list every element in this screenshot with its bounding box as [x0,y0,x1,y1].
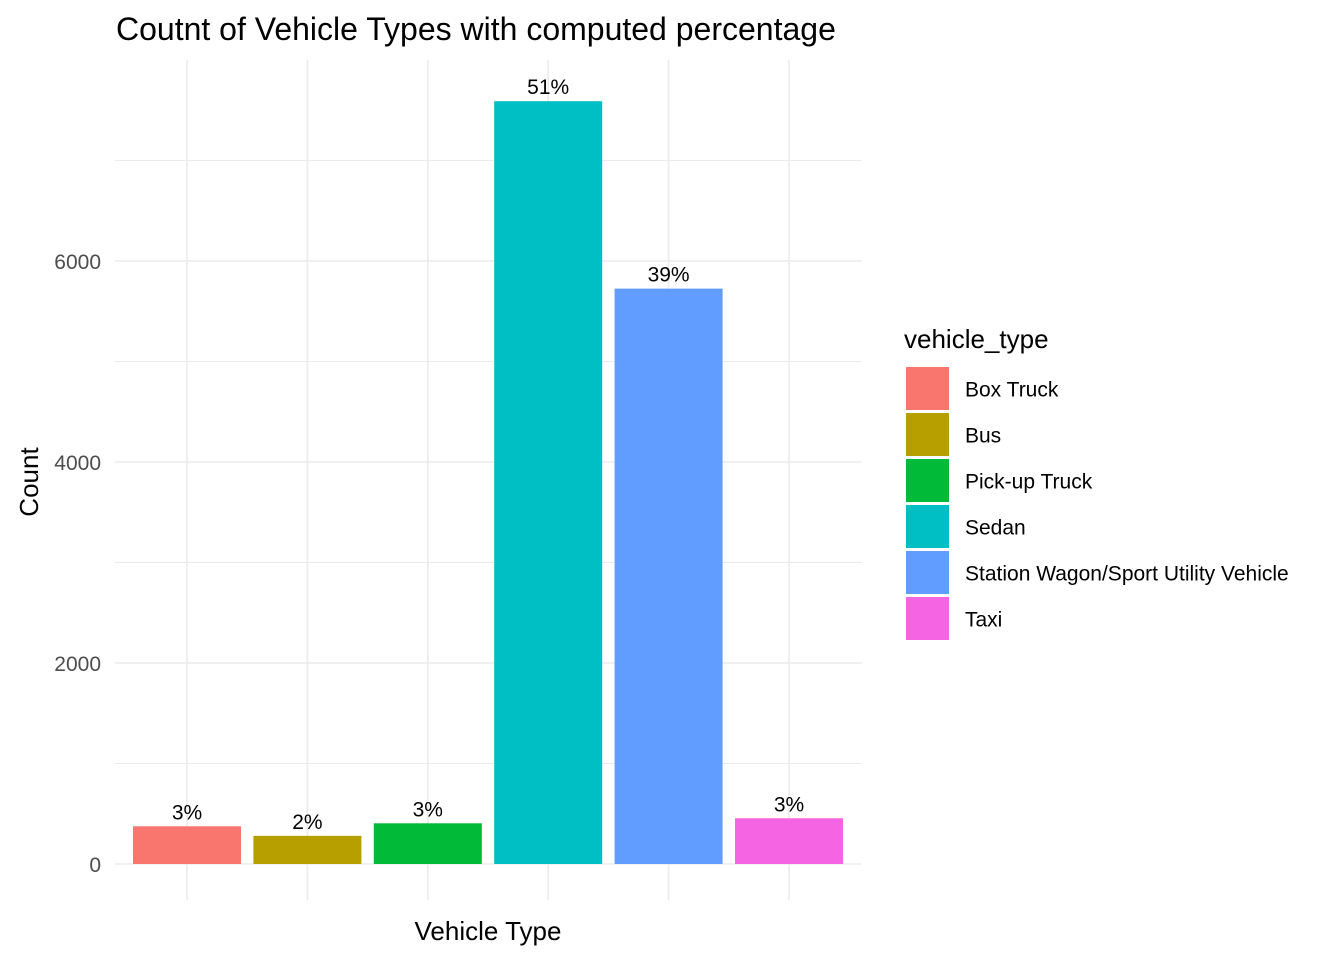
legend: vehicle_type Box Truck Bus Pick-up Truck Se… [904,324,1289,640]
bar-data-label: 3% [413,798,443,821]
bar-data-label: 51% [527,76,569,99]
legend-key [906,367,949,410]
legend-key [906,413,949,456]
legend-title: vehicle_type [904,324,1049,354]
y-axis-title: Count [14,447,44,517]
legend-label: Box Truck [965,379,1059,402]
bar-data-label: 3% [774,793,804,816]
legend-key [906,551,949,594]
legend-label: Station Wagon/Sport Utility Vehicle [965,563,1289,586]
bar [494,101,603,864]
y-tick-label: 4000 [54,452,101,475]
legend-key [906,459,949,502]
y-tick-label: 6000 [54,251,101,274]
legend-key [906,597,949,640]
legend-label: Taxi [965,609,1002,632]
bar [735,818,843,864]
chart-title: Coutnt of Vehicle Types with computed pe… [116,11,836,47]
x-axis-title: Vehicle Type [415,916,562,946]
bar [614,288,723,864]
legend-label: Bus [965,425,1001,448]
bars [133,101,843,864]
y-axis: 0 2000 4000 6000 [54,251,101,877]
bar [133,826,241,864]
bar-data-label: 39% [648,264,690,287]
y-tick-label: 0 [89,854,101,877]
legend-key [906,505,949,548]
gridlines [115,60,862,900]
legend-label: Pick-up Truck [965,471,1093,494]
bar [253,835,362,864]
bar-labels: 3% 2% 3% 51% 39% 3% [172,76,804,834]
legend-label: Sedan [965,517,1026,540]
bar-data-label: 2% [292,811,322,834]
bar [373,823,482,864]
bar-data-label: 3% [172,801,202,824]
y-tick-label: 2000 [54,653,101,676]
